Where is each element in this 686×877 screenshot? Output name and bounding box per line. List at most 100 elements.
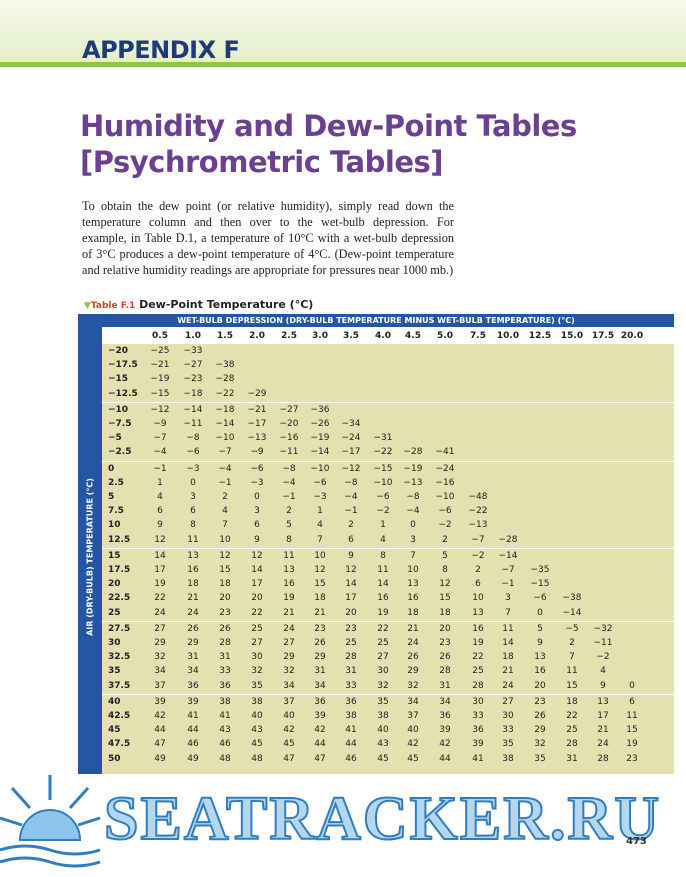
table-cell: 17 [345, 593, 357, 604]
table-cell: 6 [190, 506, 196, 517]
table-cell: −14 [183, 404, 203, 415]
table-cell: 10 [314, 550, 326, 561]
table-cell: 24 [187, 607, 199, 618]
table-cell: −10 [373, 477, 393, 488]
table-cell: 13 [283, 565, 295, 575]
table-cell: 41 [219, 711, 231, 721]
table-cell: −6 [186, 447, 200, 458]
table-cell: 4 [600, 666, 606, 677]
page-title: Humidity and Dew-Point Tables [Psychrome… [80, 108, 577, 180]
column-header: 20.0 [617, 329, 647, 343]
table-cell: −4 [153, 447, 167, 458]
table-cell: 30 [251, 652, 263, 663]
table-cell: −31 [373, 433, 393, 444]
table-cell: 27 [251, 638, 263, 648]
table-cell: 18 [407, 607, 419, 618]
table-cell: −13 [403, 477, 423, 488]
table-cell: 11 [377, 565, 389, 575]
table-cell: 34 [314, 680, 326, 691]
table-cell: 32 [407, 680, 419, 691]
table-cell: 16 [472, 623, 484, 634]
table-cell: 24 [407, 638, 419, 648]
row-temperature: 20 [108, 579, 121, 590]
table-cell: 10 [472, 593, 484, 604]
table-cell: −14 [498, 550, 518, 561]
column-header: 4.5 [398, 329, 428, 343]
table-cell: 42 [154, 711, 166, 721]
table-cell: 28 [219, 638, 231, 648]
table-cell: 28 [345, 652, 357, 663]
table-cell: 25 [251, 623, 263, 634]
table-cell: −24 [435, 463, 455, 474]
table-cell: 35 [377, 696, 389, 707]
table-cell: 23 [626, 753, 638, 764]
table-cell: −24 [341, 433, 361, 444]
table-cell: 22 [154, 593, 166, 604]
row-temperature: 30 [108, 638, 121, 648]
table-cell: 30 [502, 711, 514, 721]
column-header: 12.5 [525, 329, 555, 343]
table-cell: 28 [439, 666, 451, 677]
table-cell: 44 [314, 739, 326, 750]
table-cell: 32 [283, 666, 295, 677]
table-cell: 47 [283, 753, 295, 764]
table-cell: 11 [566, 666, 578, 677]
table-cell: 19 [472, 638, 484, 648]
table-cell: 23 [345, 623, 357, 634]
table-cell: 45 [251, 739, 263, 750]
table-cell: 38 [219, 696, 231, 707]
column-header: 2.0 [242, 329, 272, 343]
table-cell: −8 [406, 492, 420, 502]
group-separator [102, 693, 674, 695]
table-cell: −15 [373, 463, 393, 474]
table-cell: 35 [251, 680, 263, 691]
table-cell: 9 [254, 534, 260, 545]
table-cell: 48 [219, 753, 231, 764]
table-cell: 40 [407, 725, 419, 736]
table-cell: 44 [187, 725, 199, 736]
table-cell: −14 [310, 447, 330, 458]
table-cell: 22 [472, 652, 484, 663]
table-cell: 23 [439, 638, 451, 648]
table-cell: −4 [282, 477, 296, 488]
row-temperature: 27.5 [108, 623, 131, 634]
group-separator [102, 460, 674, 462]
table-cell: 18 [187, 579, 199, 590]
table-cell: −9 [250, 447, 264, 458]
table-cell: −2 [471, 550, 485, 561]
table-cell: 3 [254, 506, 260, 517]
table-cell: 37 [283, 696, 295, 707]
table-cell: 2 [222, 492, 228, 502]
table-cell: −16 [279, 433, 299, 444]
table-cell: 31 [187, 652, 199, 663]
row-temperature: −12.5 [108, 388, 138, 399]
table-cell: 18 [219, 579, 231, 590]
table-cell: 29 [534, 725, 546, 736]
table-cell: −27 [183, 360, 203, 371]
row-temperature: 50 [108, 753, 121, 764]
row-temperature: 5 [108, 492, 115, 502]
group-separator [102, 620, 674, 622]
row-temperature: 37.5 [108, 680, 131, 691]
table-cell: 22 [566, 711, 578, 721]
table-cell: 21 [314, 607, 326, 618]
table-cell: 13 [472, 607, 484, 618]
table-cell: 27 [283, 638, 295, 648]
table-cell: 15 [314, 579, 326, 590]
table-cell: −6 [250, 463, 264, 474]
table-cell: 35 [502, 739, 514, 750]
table-cell: 38 [502, 753, 514, 764]
table-cell: 5 [286, 520, 292, 531]
table-cell: 40 [251, 711, 263, 721]
table-cell: 26 [187, 623, 199, 634]
table-cell: 11 [502, 623, 514, 634]
row-temperature: 7.5 [108, 506, 124, 517]
table-cell: 0 [537, 607, 543, 618]
table-cell: 26 [534, 711, 546, 721]
table-cell: −15 [150, 388, 170, 399]
title-line: Humidity and Dew-Point Tables [80, 109, 577, 143]
table-cell: 31 [566, 753, 578, 764]
table-cell: −15 [530, 579, 550, 590]
table-cell: −27 [279, 404, 299, 415]
table-cell: 18 [502, 652, 514, 663]
